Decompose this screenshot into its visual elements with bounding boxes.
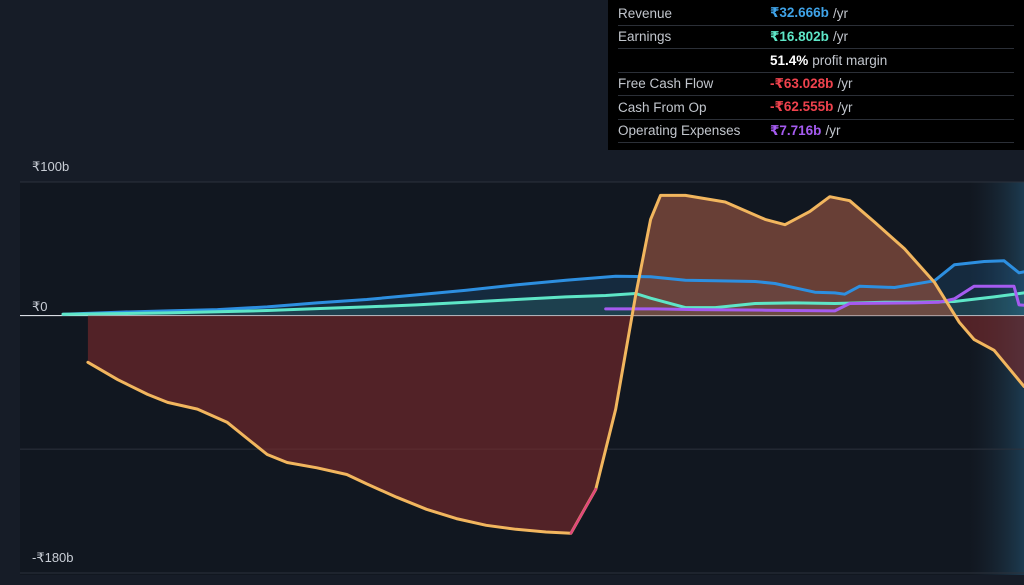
y-label-top: ₹100b: [32, 159, 69, 174]
tooltip-label: Operating Expenses: [618, 123, 741, 139]
tooltip-label: Free Cash Flow: [618, 76, 714, 92]
y-label-zero: ₹0: [32, 299, 48, 314]
tooltip-value: ₹7.716b: [770, 122, 822, 138]
tooltip-unit: /yr: [832, 29, 848, 45]
tooltip-value: -₹63.028b: [770, 75, 834, 91]
tooltip-row: Revenue ₹32.666b/yr: [618, 2, 1014, 26]
tooltip-unit: /yr: [825, 123, 841, 139]
operating-expenses-line: [604, 284, 1024, 313]
tooltip-value: -₹62.555b: [770, 99, 834, 115]
tooltip-unit: /yr: [837, 76, 853, 92]
tooltip-value: ₹16.802b: [770, 28, 829, 44]
forecast-region: [969, 182, 1024, 575]
tooltip-row: Cash From Op -₹62.555b/yr: [618, 96, 1014, 120]
tooltip-label: Cash From Op: [618, 99, 707, 115]
tooltip-value: ₹32.666b: [770, 5, 829, 21]
tooltip-value: 51.4%: [770, 52, 809, 68]
tooltip-label: Revenue: [618, 5, 673, 21]
tooltip-panel: Revenue ₹32.666b/yr Earnings ₹16.802b/yr 51.…: [608, 0, 1024, 150]
cash-from-op-line: [569, 487, 598, 535]
tooltip-label: Earnings: [618, 29, 672, 45]
revenue-line: [61, 259, 1024, 316]
tooltip-row: Operating Expenses ₹7.716b/yr: [618, 120, 1014, 143]
tooltip-unit: /yr: [832, 5, 848, 21]
tooltip-row: 51.4% profit margin: [618, 49, 1014, 73]
tooltip-row: Free Cash Flow -₹63.028b/yr: [618, 73, 1014, 96]
tooltip-unit: profit margin: [812, 52, 888, 68]
y-label-bottom: -₹180b: [32, 550, 74, 565]
tooltip-unit: /yr: [837, 99, 853, 115]
free-cash-flow-negative-area: [87, 315, 1024, 534]
tooltip-row: Earnings ₹16.802b/yr: [618, 26, 1014, 49]
